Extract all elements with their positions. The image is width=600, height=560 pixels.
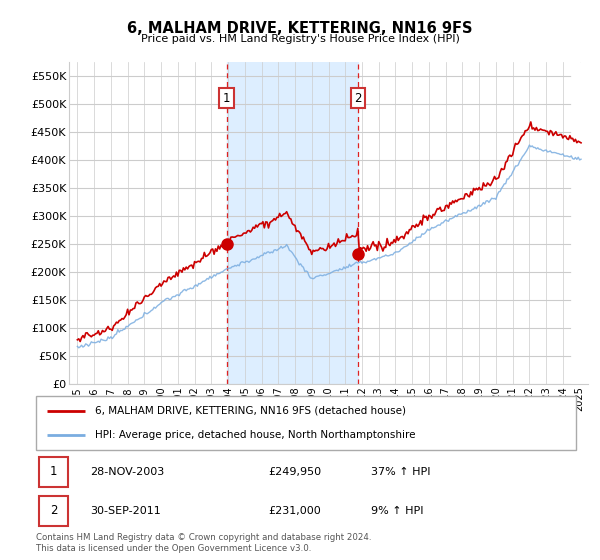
- Bar: [227, 62, 358, 384]
- Text: 1: 1: [223, 91, 230, 105]
- Text: 1: 1: [50, 465, 58, 478]
- Text: 30-SEP-2011: 30-SEP-2011: [90, 506, 161, 516]
- Text: £249,950: £249,950: [268, 466, 322, 477]
- Bar: [39, 496, 68, 526]
- Text: 2: 2: [354, 91, 362, 105]
- Text: 6, MALHAM DRIVE, KETTERING, NN16 9FS: 6, MALHAM DRIVE, KETTERING, NN16 9FS: [127, 21, 473, 36]
- Text: Price paid vs. HM Land Registry's House Price Index (HPI): Price paid vs. HM Land Registry's House …: [140, 34, 460, 44]
- Bar: [571, 62, 588, 384]
- Text: 2: 2: [50, 505, 58, 517]
- Text: 37% ↑ HPI: 37% ↑ HPI: [371, 466, 430, 477]
- Text: HPI: Average price, detached house, North Northamptonshire: HPI: Average price, detached house, Nort…: [95, 430, 416, 440]
- Text: 6, MALHAM DRIVE, KETTERING, NN16 9FS (detached house): 6, MALHAM DRIVE, KETTERING, NN16 9FS (de…: [95, 406, 406, 416]
- Text: 28-NOV-2003: 28-NOV-2003: [90, 466, 164, 477]
- Text: 9% ↑ HPI: 9% ↑ HPI: [371, 506, 424, 516]
- Text: Contains HM Land Registry data © Crown copyright and database right 2024.
This d: Contains HM Land Registry data © Crown c…: [36, 533, 371, 553]
- Bar: [39, 457, 68, 487]
- Text: £231,000: £231,000: [268, 506, 321, 516]
